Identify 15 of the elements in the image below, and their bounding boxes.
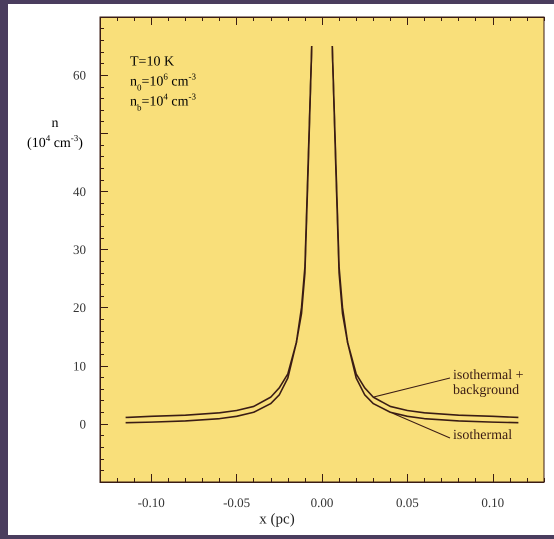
y-tick-label: 40 xyxy=(73,184,86,199)
y-tick-label: 0 xyxy=(80,416,86,432)
y-tick-label: 60 xyxy=(73,68,86,83)
series-label: isothermal + background xyxy=(453,368,527,398)
annotation: T=10 K xyxy=(130,54,174,70)
x-tick-label: 0.00 xyxy=(310,495,334,510)
y-tick-label: 20 xyxy=(73,300,86,316)
x-tick-label: -0.10 xyxy=(138,495,165,510)
x-tick-label: -0.05 xyxy=(223,495,250,510)
series-label: isothermal xyxy=(453,428,512,443)
x-tick-label: 0.10 xyxy=(481,495,504,510)
x-tick-label: 0.05 xyxy=(396,495,419,510)
y-tick-label: 30 xyxy=(73,242,86,257)
y-tick-label: 10 xyxy=(73,358,86,374)
x-axis-title: x (pc) xyxy=(259,512,295,528)
